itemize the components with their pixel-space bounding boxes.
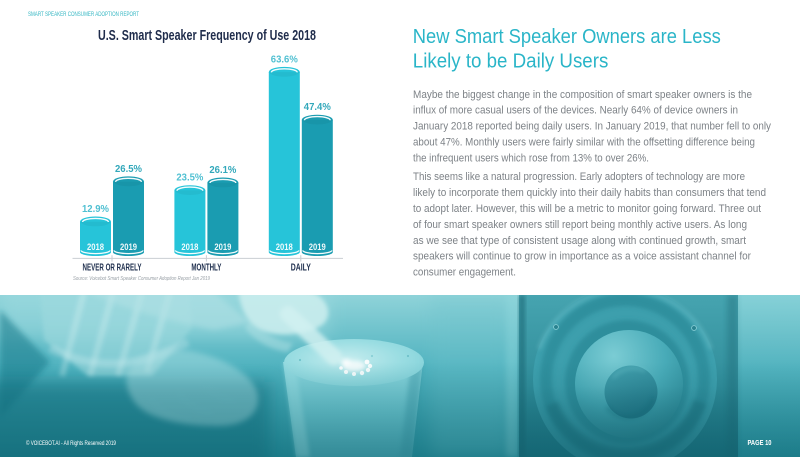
svg-text:2019: 2019: [120, 242, 137, 252]
svg-text:the infrequent users which ros: the infrequent users which rose from 13%…: [413, 152, 649, 164]
svg-text:New Smart Speaker Owners are L: New Smart Speaker Owners are Less: [413, 26, 721, 48]
svg-text:This seems like a natural prog: This seems like a natural progression. E…: [413, 171, 745, 183]
svg-text:23.5%: 23.5%: [176, 173, 203, 184]
svg-text:about 47%. Monthly users were: about 47%. Monthly users were fairly sim…: [413, 137, 755, 149]
svg-text:2019: 2019: [214, 242, 231, 252]
svg-text:speakers will continue to grow: speakers will continue to grow in import…: [413, 251, 751, 263]
svg-text:consumer engagement.: consumer engagement.: [413, 267, 516, 279]
svg-text:47.4%: 47.4%: [304, 102, 331, 113]
svg-text:likely to incorporate them qui: likely to incorporate them quickly into …: [413, 187, 766, 199]
svg-text:MONTHLY: MONTHLY: [191, 263, 221, 274]
svg-text:influx of more casual users of: influx of more casual users of the devic…: [413, 105, 738, 117]
svg-text:63.6%: 63.6%: [271, 54, 298, 65]
svg-text:U.S. Smart Speaker Frequency o: U.S. Smart Speaker Frequency of Use 2018: [98, 28, 316, 44]
svg-text:to adopt later. However, this: to adopt later. However, this will be a …: [413, 203, 761, 215]
svg-text:Likely to be Daily Users: Likely to be Daily Users: [413, 51, 609, 73]
svg-text:Maybe the biggest change in th: Maybe the biggest change in the composit…: [413, 89, 752, 101]
svg-text:January 2018 reported being da: January 2018 reported being daily users.…: [413, 121, 771, 133]
svg-text:SMART SPEAKER CONSUMER ADOPTIO: SMART SPEAKER CONSUMER ADOPTION REPORT: [28, 11, 139, 18]
svg-text:of four smart speaker owners s: of four smart speaker owners still repor…: [413, 219, 747, 231]
svg-text:DAILY: DAILY: [291, 263, 311, 274]
svg-text:26.5%: 26.5%: [115, 164, 142, 175]
svg-text:2019: 2019: [309, 242, 326, 252]
svg-text:PAGE 10: PAGE 10: [748, 438, 772, 447]
svg-text:NEVER OR RARELY: NEVER OR RARELY: [83, 263, 142, 274]
svg-text:2018: 2018: [181, 242, 198, 252]
svg-text:© VOICEBOT.AI - All Rights Res: © VOICEBOT.AI - All Rights Reserved 2019: [26, 440, 116, 447]
svg-text:12.9%: 12.9%: [82, 204, 109, 215]
svg-text:2018: 2018: [87, 242, 104, 252]
svg-text:2018: 2018: [276, 242, 293, 252]
svg-text:Source: Voicebot Smart Speaker: Source: Voicebot Smart Speaker Consumer …: [73, 276, 211, 282]
svg-text:26.1%: 26.1%: [209, 165, 236, 176]
svg-text:as we see that type of consist: as we see that type of consistent usage …: [413, 235, 746, 247]
